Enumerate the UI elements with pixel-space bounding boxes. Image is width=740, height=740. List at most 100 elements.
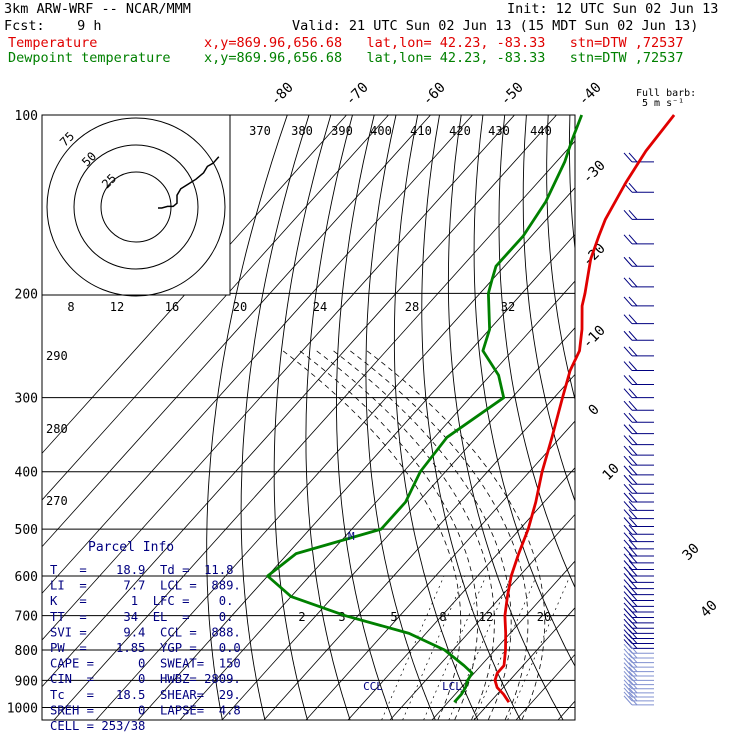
wind-barb xyxy=(623,435,633,445)
wind-barb xyxy=(628,532,638,542)
wind-barb xyxy=(628,629,638,639)
parcel-row: K = 1 LFC = 0. xyxy=(50,594,233,608)
isotherm xyxy=(263,373,575,720)
dry-adiabat xyxy=(206,115,288,720)
dewpoint-trace xyxy=(266,114,584,704)
sounding-traces: CCL LCL M xyxy=(266,114,676,704)
pressure-label: 100 xyxy=(15,109,38,124)
hodograph-ring xyxy=(73,144,199,270)
wind-barb xyxy=(628,602,638,613)
wind-barb xyxy=(628,579,638,589)
theta-label: 280 xyxy=(46,422,68,436)
wind-barb xyxy=(628,445,638,456)
wind-barb xyxy=(628,591,638,601)
wind-barb xyxy=(628,277,638,288)
mixing-ratio-label: 20 xyxy=(537,610,551,624)
wind-barb xyxy=(628,608,638,618)
location-info-temperature: x,y=869.96,656.68 lat,lon= 42.23, -83.33… xyxy=(204,35,684,51)
isotherm xyxy=(347,467,575,720)
moist-adiabat xyxy=(316,350,495,720)
parcel-row: PW = 1.85 YGP = 0.0 xyxy=(50,641,241,655)
parcel-row: SVI = 9.4 CCL = 888. xyxy=(50,625,241,639)
model-title: 3km ARW-WRF -- NCAR/MMM xyxy=(4,1,191,17)
wind-barb xyxy=(623,662,633,672)
temperature-tick-label: 30 xyxy=(680,541,703,564)
wind-barb xyxy=(623,666,633,677)
isotherm xyxy=(42,115,557,688)
theta-label: 290 xyxy=(46,349,68,363)
theta-label: 410 xyxy=(410,124,432,138)
parcel-row: CELL = 253/38 xyxy=(50,719,145,733)
wind-barb xyxy=(628,671,638,681)
wind-barb xyxy=(628,465,638,476)
wind-barb xyxy=(628,314,638,324)
moist-adiabat xyxy=(333,350,512,720)
pressure-label: 1000 xyxy=(7,701,38,716)
wind-barb xyxy=(623,683,633,694)
parcel-title: Parcel Info xyxy=(88,540,174,555)
wind-barb xyxy=(628,509,638,519)
wind-barb xyxy=(623,553,633,564)
legend-temperature: Temperature xyxy=(8,35,98,51)
dry-adiabat xyxy=(365,115,436,720)
wind-barb xyxy=(628,539,638,550)
forecast-hour: Fcst: 9 h xyxy=(4,18,102,34)
wind-barb xyxy=(628,648,638,659)
dry-adiabat xyxy=(336,115,394,720)
wind-barb xyxy=(623,314,633,324)
wind-barb xyxy=(623,691,633,702)
barb-scale-note: Full barb: xyxy=(636,88,696,99)
wind-barb xyxy=(623,501,633,511)
temperature-tick-label: -20 xyxy=(580,241,609,270)
moist-adiabat xyxy=(366,350,546,720)
valid-time: Valid: 21 UTC Sun 02 Jun 13 (15 MDT Sun … xyxy=(292,18,699,34)
dry-adiabat xyxy=(240,115,310,720)
wind-barb xyxy=(628,424,638,434)
wind-barb xyxy=(623,648,633,659)
pressure-label: 900 xyxy=(15,674,38,689)
wind-barb xyxy=(623,539,633,550)
wind-barb xyxy=(628,152,638,163)
wind-barb xyxy=(623,455,633,466)
wind-barb xyxy=(628,573,638,583)
wind-barb xyxy=(623,474,633,485)
wind-scale-tick: 24 xyxy=(313,300,327,314)
theta-label: 420 xyxy=(449,124,471,138)
theta-label: 390 xyxy=(331,124,353,138)
wind-barb xyxy=(623,657,633,668)
hodograph-trace xyxy=(158,156,220,209)
temperature-tick-label: -40 xyxy=(576,80,605,109)
wind-barb xyxy=(628,346,638,357)
theta-label: 440 xyxy=(530,124,552,138)
isotherm xyxy=(42,115,431,548)
m-marker: M xyxy=(348,530,355,543)
wind-barb xyxy=(623,445,633,456)
wind-barb xyxy=(623,465,633,476)
wind-barb xyxy=(623,483,633,494)
theta-label: 380 xyxy=(291,124,313,138)
dry-adiabat xyxy=(305,115,353,720)
wind-barb xyxy=(628,361,638,371)
wind-barb xyxy=(628,483,638,494)
parcel-row: TT = 34 EL = 0. xyxy=(50,610,233,624)
wind-barb xyxy=(628,209,638,220)
isotherm xyxy=(557,700,575,720)
moist-adiabat xyxy=(299,350,479,720)
pressure-label: 700 xyxy=(15,610,38,625)
pressure-label: 300 xyxy=(15,392,38,407)
wind-barb xyxy=(623,517,633,527)
parcel-row: T = 18.9 Td = 11.8 xyxy=(50,563,233,577)
pressure-label: 400 xyxy=(15,466,38,481)
wind-barb xyxy=(623,509,633,519)
wind-barb xyxy=(628,675,638,685)
wind-barb xyxy=(628,182,638,193)
wind-scale-tick: 12 xyxy=(110,300,124,314)
dry-adiabat xyxy=(700,115,740,720)
wind-barb xyxy=(628,691,638,702)
wind-barb xyxy=(628,687,638,698)
dry-adiabat xyxy=(393,115,479,720)
temperature-tick-label: -30 xyxy=(580,158,609,187)
wind-barb xyxy=(628,618,638,629)
wind-barb xyxy=(628,330,638,341)
